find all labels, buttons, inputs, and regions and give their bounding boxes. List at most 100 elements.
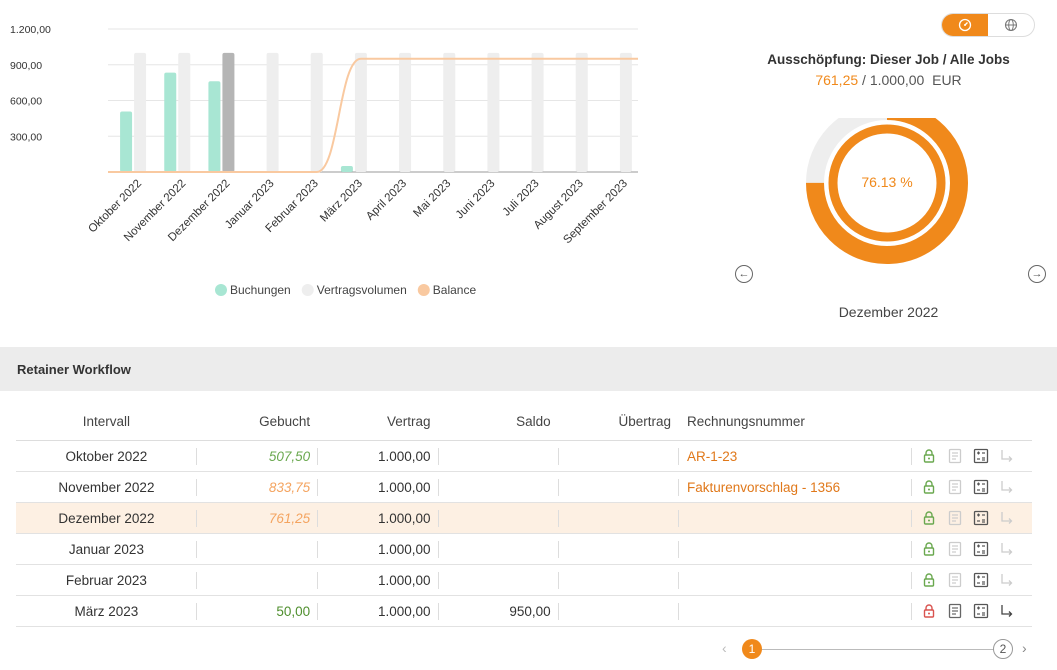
lock-icon[interactable] (920, 509, 938, 527)
invoice-icon[interactable] (946, 509, 964, 527)
cell-uebertrag (558, 595, 680, 627)
carry-over-arrow-icon[interactable] (998, 447, 1016, 465)
x-tick-label: April 2023 (364, 178, 409, 223)
header-vertrag[interactable]: Vertrag (318, 402, 439, 441)
table-header-row: Intervall Gebucht Vertrag Saldo Übertrag… (16, 402, 1032, 441)
cell-vertrag: 1.000,00 (318, 533, 439, 565)
bar-vertragsvolumen[interactable] (443, 52, 456, 173)
globe-toggle-button[interactable] (988, 14, 1034, 36)
cell-intervall: Dezember 2022 (16, 502, 197, 534)
bar-buchungen[interactable] (340, 166, 353, 172)
legend-label[interactable]: Balance (433, 283, 477, 297)
donut-inner-ring[interactable] (828, 124, 946, 242)
lock-icon[interactable] (920, 571, 938, 589)
carry-over-arrow-icon[interactable] (998, 509, 1016, 527)
calculator-icon[interactable] (972, 602, 990, 620)
table-row[interactable]: Februar 2023 1.000,00 (16, 564, 1032, 596)
cell-gebucht: 833,75 (196, 471, 319, 503)
invoice-icon[interactable] (946, 540, 964, 558)
table-row[interactable]: Januar 2023 1.000,00 (16, 533, 1032, 565)
cell-saldo (438, 564, 559, 596)
carry-over-arrow-icon[interactable] (998, 540, 1016, 558)
lock-icon[interactable] (920, 478, 938, 496)
carry-over-arrow-icon[interactable] (998, 602, 1016, 620)
legend-marker (215, 284, 227, 296)
header-saldo[interactable]: Saldo (438, 402, 559, 441)
bar-vertragsvolumen[interactable] (266, 52, 279, 173)
y-tick-label: 900,00 (10, 60, 42, 72)
calculator-icon[interactable] (972, 540, 990, 558)
workflow-table: Intervall Gebucht Vertrag Saldo Übertrag… (16, 402, 1032, 627)
y-tick-label: 600,00 (10, 96, 42, 108)
speedometer-toggle-button[interactable] (942, 14, 988, 36)
cell-rechnungsnummer[interactable] (679, 502, 912, 534)
carry-over-arrow-icon[interactable] (998, 478, 1016, 496)
calculator-icon[interactable] (972, 478, 990, 496)
section-title: Retainer Workflow (17, 362, 131, 377)
donut-chart (806, 118, 968, 264)
bar-vertragsvolumen[interactable] (354, 52, 367, 173)
lock-icon[interactable] (920, 602, 938, 620)
invoice-icon[interactable] (946, 571, 964, 589)
page-2-button[interactable]: 2 (993, 639, 1013, 659)
pager-next-icon[interactable]: › (1022, 640, 1027, 656)
prev-month-button[interactable]: ← (735, 265, 753, 283)
bar-vertragsvolumen[interactable] (134, 52, 147, 173)
calculator-icon[interactable] (972, 509, 990, 527)
calculator-icon[interactable] (972, 571, 990, 589)
invoice-icon[interactable] (946, 602, 964, 620)
pager-prev-icon[interactable]: ‹ (722, 640, 727, 656)
header-intervall[interactable]: Intervall (16, 402, 197, 441)
lock-icon[interactable] (920, 447, 938, 465)
page-1-button[interactable]: 1 (742, 639, 762, 659)
table-row[interactable]: Oktober 2022 507,50 1.000,00 AR-1-23 (16, 440, 1032, 472)
bar-vertragsvolumen[interactable] (222, 52, 235, 173)
table-row[interactable]: November 2022 833,75 1.000,00 Fakturenvorsc… (16, 471, 1032, 503)
table-row[interactable]: Dezember 2022 761,25 1.000,00 (16, 502, 1032, 534)
lock-icon[interactable] (920, 540, 938, 558)
amount-separator: / (858, 72, 870, 88)
bar-vertragsvolumen[interactable] (619, 52, 632, 173)
cell-rechnungsnummer[interactable]: Fakturenvorschlag - 1356 (679, 471, 912, 503)
header-uebertrag[interactable]: Übertrag (558, 402, 680, 441)
calculator-icon[interactable] (972, 447, 990, 465)
cell-uebertrag (558, 440, 680, 472)
bar-vertragsvolumen[interactable] (487, 52, 500, 173)
invoice-icon[interactable] (946, 447, 964, 465)
header-rechnungsnummer[interactable]: Rechnungsnummer (679, 402, 912, 441)
bar-buchungen[interactable] (164, 72, 177, 172)
bar-vertragsvolumen[interactable] (310, 52, 323, 173)
donut-outer-ring[interactable] (806, 118, 968, 264)
cell-gebucht: 507,50 (196, 440, 319, 472)
bar-buchungen[interactable] (208, 81, 221, 172)
cell-rechnungsnummer[interactable] (679, 595, 912, 627)
cell-uebertrag (558, 471, 680, 503)
cell-gebucht (196, 533, 319, 565)
x-tick-label: Mai 2023 (411, 178, 453, 220)
cell-actions (911, 595, 1032, 627)
carry-over-arrow-icon[interactable] (998, 571, 1016, 589)
table-row[interactable]: März 2023 50,00 1.000,00 950,00 (16, 595, 1032, 627)
invoice-icon[interactable] (946, 478, 964, 496)
cell-actions (911, 471, 1032, 503)
bar-vertragsvolumen[interactable] (399, 52, 412, 173)
legend-label[interactable]: Vertragsvolumen (317, 283, 407, 297)
section-header: Retainer Workflow (0, 347, 1057, 391)
header-gebucht[interactable]: Gebucht (196, 402, 319, 441)
cell-rechnungsnummer[interactable] (679, 533, 912, 565)
bar-vertragsvolumen[interactable] (575, 52, 588, 173)
view-toggle[interactable] (941, 13, 1035, 37)
cell-saldo (438, 533, 559, 565)
bar-vertragsvolumen[interactable] (178, 52, 191, 173)
cell-vertrag: 1.000,00 (318, 440, 439, 472)
cell-rechnungsnummer[interactable]: AR-1-23 (679, 440, 912, 472)
cell-actions (911, 533, 1032, 565)
speedometer-icon (958, 18, 972, 32)
cell-rechnungsnummer[interactable] (679, 564, 912, 596)
next-month-button[interactable]: → (1028, 265, 1046, 283)
legend-label[interactable]: Buchungen (230, 283, 291, 297)
cell-gebucht (196, 564, 319, 596)
bar-buchungen[interactable] (120, 111, 133, 172)
bar-vertragsvolumen[interactable] (531, 52, 544, 173)
cell-intervall: März 2023 (16, 595, 197, 627)
